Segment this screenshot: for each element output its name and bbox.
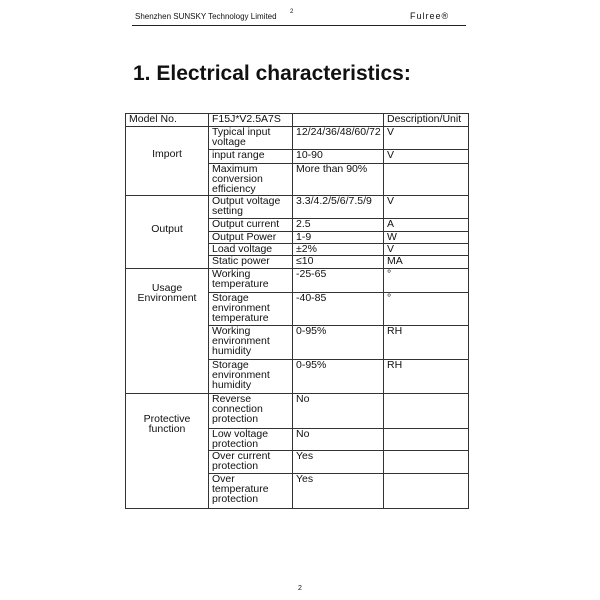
table-row: Storage environment temperature -40-85 ° <box>126 292 469 326</box>
parameter-cell: Working environment humidity <box>208 325 293 360</box>
value-cell: 1-9 <box>292 231 384 244</box>
parameter-cell: Maximum conversion efficiency <box>208 163 293 196</box>
unit-cell: ° <box>383 268 469 293</box>
header-brand: Fulree® <box>410 11 450 21</box>
value-cell: 12/24/36/48/60/72 <box>292 126 384 150</box>
group-label: Usage Environment <box>125 268 209 394</box>
parameter-cell: Storage environment temperature <box>208 292 293 326</box>
unit-cell <box>383 473 469 509</box>
unit-cell <box>383 450 469 474</box>
value-cell: ±2% <box>292 243 384 256</box>
unit-cell <box>383 393 469 429</box>
unit-cell <box>383 428 469 451</box>
table-row: Output current 2.5 A <box>126 218 469 232</box>
unit-cell: RH <box>383 325 469 360</box>
table-row: Working environment humidity 0-95% RH <box>126 325 469 360</box>
table-row: Import Typical input voltage 12/24/36/48/6… <box>125 126 469 196</box>
parameter-cell: Storage environment humidity <box>208 359 293 394</box>
value-cell: 0-95% <box>292 359 384 394</box>
header-divider <box>132 25 466 26</box>
header-cell: F15J*V2.5A7S <box>208 113 293 127</box>
parameter-cell: Over current protection <box>208 450 293 474</box>
header-cell <box>292 113 384 127</box>
table-row: Protective function Reverse connection pr… <box>125 393 469 509</box>
value-cell: 0-95% <box>292 325 384 360</box>
value-cell: No <box>292 428 384 451</box>
header-cell: Model No. <box>125 113 209 127</box>
value-cell: ≤10 <box>292 255 384 269</box>
unit-cell: W <box>383 231 469 244</box>
parameter-cell: Low voltage protection <box>208 428 293 451</box>
table-row: Load voltage ±2% V <box>126 243 469 256</box>
unit-cell: RH <box>383 359 469 394</box>
header-company: Shenzhen SUNSKY Technology Limited <box>135 12 277 21</box>
table-row: Usage Environment Working temperature -25-… <box>125 268 469 394</box>
parameter-cell: Working temperature <box>208 268 293 293</box>
unit-cell: ° <box>383 292 469 326</box>
parameter-cell: Output voltage setting <box>208 195 293 219</box>
parameter-cell: Static power <box>208 255 293 269</box>
unit-cell: MA <box>383 255 469 269</box>
group-label: Protective function <box>125 393 209 509</box>
value-cell: -40-85 <box>292 292 384 326</box>
value-cell: 3.3/4.2/5/6/7.5/9 <box>292 195 384 219</box>
page-footer-number: 2 <box>298 585 302 592</box>
header-cell: Description/Unit <box>383 113 469 127</box>
value-cell: 2.5 <box>292 218 384 232</box>
parameter-cell: Typical input voltage <box>208 126 293 150</box>
table-row: Low voltage protection No <box>126 428 469 451</box>
table-row: Output Power 1-9 W <box>126 231 469 244</box>
value-cell: -25-65 <box>292 268 384 293</box>
value-cell: Yes <box>292 450 384 474</box>
value-cell: No <box>292 393 384 429</box>
parameter-cell: Output current <box>208 218 293 232</box>
unit-cell: A <box>383 218 469 232</box>
table-row: Output Output voltage setting 3.3/4.2/5/6/… <box>125 195 469 269</box>
table-row: Maximum conversion efficiency More than 9… <box>126 163 469 196</box>
parameter-cell: Over temperature protection <box>208 473 293 509</box>
unit-cell <box>383 163 469 196</box>
value-cell: 10-90 <box>292 149 384 164</box>
section-title: 1. Electrical characteristics: <box>133 62 411 85</box>
table-row: Storage environment humidity 0-95% RH <box>126 359 469 394</box>
parameter-cell: input range <box>208 149 293 164</box>
unit-cell: V <box>383 149 469 164</box>
table-row: Static power ≤10 MA <box>126 255 469 269</box>
unit-cell: V <box>383 195 469 219</box>
table-row: input range 10-90 V <box>126 149 469 164</box>
group-label: Import <box>125 126 209 196</box>
parameter-cell: Load voltage <box>208 243 293 256</box>
parameter-cell: Reverse connection protection <box>208 393 293 429</box>
spec-table: Model No. F15J*V2.5A7S Description/Unit … <box>125 113 469 509</box>
unit-cell: V <box>383 126 469 150</box>
header-page-number: 2 <box>290 9 294 15</box>
unit-cell: V <box>383 243 469 256</box>
value-cell: Yes <box>292 473 384 509</box>
group-label: Output <box>125 195 209 269</box>
table-row: Over temperature protection Yes <box>126 473 469 509</box>
table-header-row: Model No. F15J*V2.5A7S Description/Unit <box>125 113 469 127</box>
value-cell: More than 90% <box>292 163 384 196</box>
parameter-cell: Output Power <box>208 231 293 244</box>
